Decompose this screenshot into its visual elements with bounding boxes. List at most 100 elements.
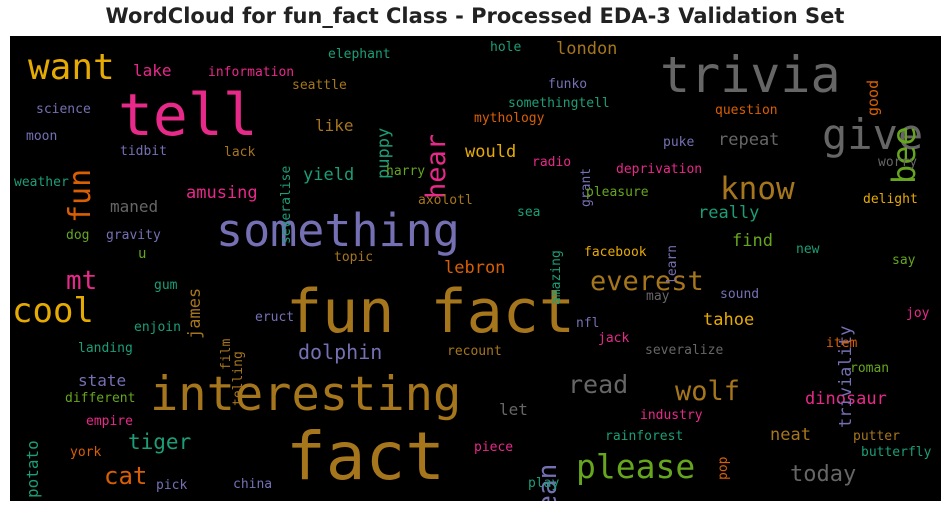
word-repeat: repeat [718, 130, 780, 150]
word-axolotl: axolotl [418, 193, 473, 208]
word-mt: mt [66, 266, 98, 296]
word-state: state [78, 371, 127, 390]
word-mythology: mythology [474, 111, 545, 126]
word-science: science [36, 102, 91, 117]
word-london: london [556, 39, 618, 59]
word-gum: gum [154, 278, 178, 293]
word-china: china [233, 477, 273, 492]
word-landing: landing [78, 341, 133, 356]
word-wolf: wolf [675, 376, 741, 407]
word-james: james [185, 287, 205, 339]
word-may: may [646, 289, 670, 304]
word-severalise: severalise [279, 165, 294, 244]
word-really: really [698, 203, 760, 223]
wordcloud-canvas: fun fact fact interesting something tell triv… [10, 36, 941, 501]
word-roman: roman [850, 361, 890, 376]
word-telling: telling [231, 351, 246, 406]
word-tahoe: tahoe [703, 310, 755, 330]
word-amusing: amusing [186, 183, 258, 203]
word-joy: joy [906, 306, 930, 321]
word-pop: pop [716, 456, 731, 480]
word-lebron: lebron [444, 258, 506, 278]
word-cool: cool [12, 291, 94, 331]
word-everest: everest [590, 266, 704, 297]
word-topic: topic [334, 250, 374, 265]
word-tiger: tiger [128, 430, 192, 454]
word-potato: potato [23, 440, 42, 498]
word-piece: piece [474, 440, 514, 455]
word-different: different [65, 391, 136, 406]
word-neat: neat [770, 425, 811, 445]
word-empire: empire [86, 414, 133, 429]
word-jack: jack [598, 331, 630, 346]
word-somethingtell: somethingtell [508, 96, 610, 111]
word-hear: hear [421, 133, 452, 199]
word-say: say [892, 253, 916, 268]
word-eruct: eruct [255, 310, 295, 325]
word-dolphin: dolphin [298, 340, 383, 364]
word-fun: fun [63, 168, 98, 223]
word-weather: weather [14, 175, 69, 190]
word-good: good [864, 79, 882, 116]
word-severalize: severalize [645, 343, 724, 358]
chart-title: WordCloud for fun_fact Class - Processed… [105, 4, 845, 28]
word-item: item [826, 336, 858, 351]
word-amazing: amazing [549, 250, 564, 305]
word-seattle: seattle [292, 78, 347, 93]
word-sea: sea [517, 205, 541, 220]
word-delight: delight [863, 192, 918, 207]
word-learn: learn [665, 244, 680, 284]
word-deprivation: deprivation [616, 162, 703, 177]
word-lack: lack [224, 145, 256, 160]
word-would: would [465, 142, 517, 162]
word-give: give [822, 110, 924, 159]
word-fact: fact [286, 418, 445, 495]
word-information: information [208, 65, 295, 80]
word-let: let [499, 400, 528, 419]
word-funko: funko [548, 77, 588, 92]
word-moon: moon [26, 129, 58, 144]
word-worry: worry [878, 155, 918, 170]
word-tidbit: tidbit [120, 144, 167, 159]
word-interesting: interesting [150, 367, 462, 422]
word-putter: putter [853, 429, 900, 444]
word-u: u [138, 246, 147, 262]
word-recount: recount [447, 344, 502, 359]
word-enjoin: enjoin [134, 320, 181, 335]
word-tell: tell [118, 81, 258, 149]
word-yield: yield [303, 165, 355, 185]
word-elephant: elephant [328, 47, 391, 62]
word-butterfly: butterfly [861, 445, 932, 460]
word-please: please [576, 447, 696, 486]
word-question: question [715, 103, 778, 118]
word-something: something [216, 204, 460, 257]
word-new: new [796, 242, 820, 257]
word-hole: hole [490, 40, 522, 55]
word-rainforest: rainforest [605, 429, 684, 444]
word-want: want [28, 47, 115, 88]
word-lake: lake [133, 61, 172, 80]
word-nfl: nfl [576, 316, 600, 331]
word-trivia: trivia [660, 46, 841, 104]
word-pleasure: pleasure [586, 185, 649, 200]
word-gravity: gravity [106, 228, 161, 243]
word-read: read [568, 370, 629, 399]
word-cat: cat [104, 462, 148, 490]
word-york: york [70, 445, 102, 460]
word-maned: maned [110, 197, 159, 216]
word-pick: pick [156, 478, 188, 493]
word-play: play [528, 476, 560, 491]
word-sound: sound [720, 287, 760, 302]
word-like: like [315, 116, 354, 135]
word-know: know [720, 171, 795, 207]
word-harry: harry [386, 164, 426, 179]
word-dog: dog [66, 228, 90, 243]
word-radio: radio [532, 155, 572, 170]
word-find: find [732, 231, 773, 251]
word-facebook: facebook [584, 245, 647, 260]
word-puke: puke [663, 135, 695, 150]
word-industry: industry [640, 408, 703, 423]
word-fun-fact: fun fact [286, 277, 575, 347]
word-today: today [790, 462, 857, 487]
word-dinosaur: dinosaur [805, 389, 887, 409]
